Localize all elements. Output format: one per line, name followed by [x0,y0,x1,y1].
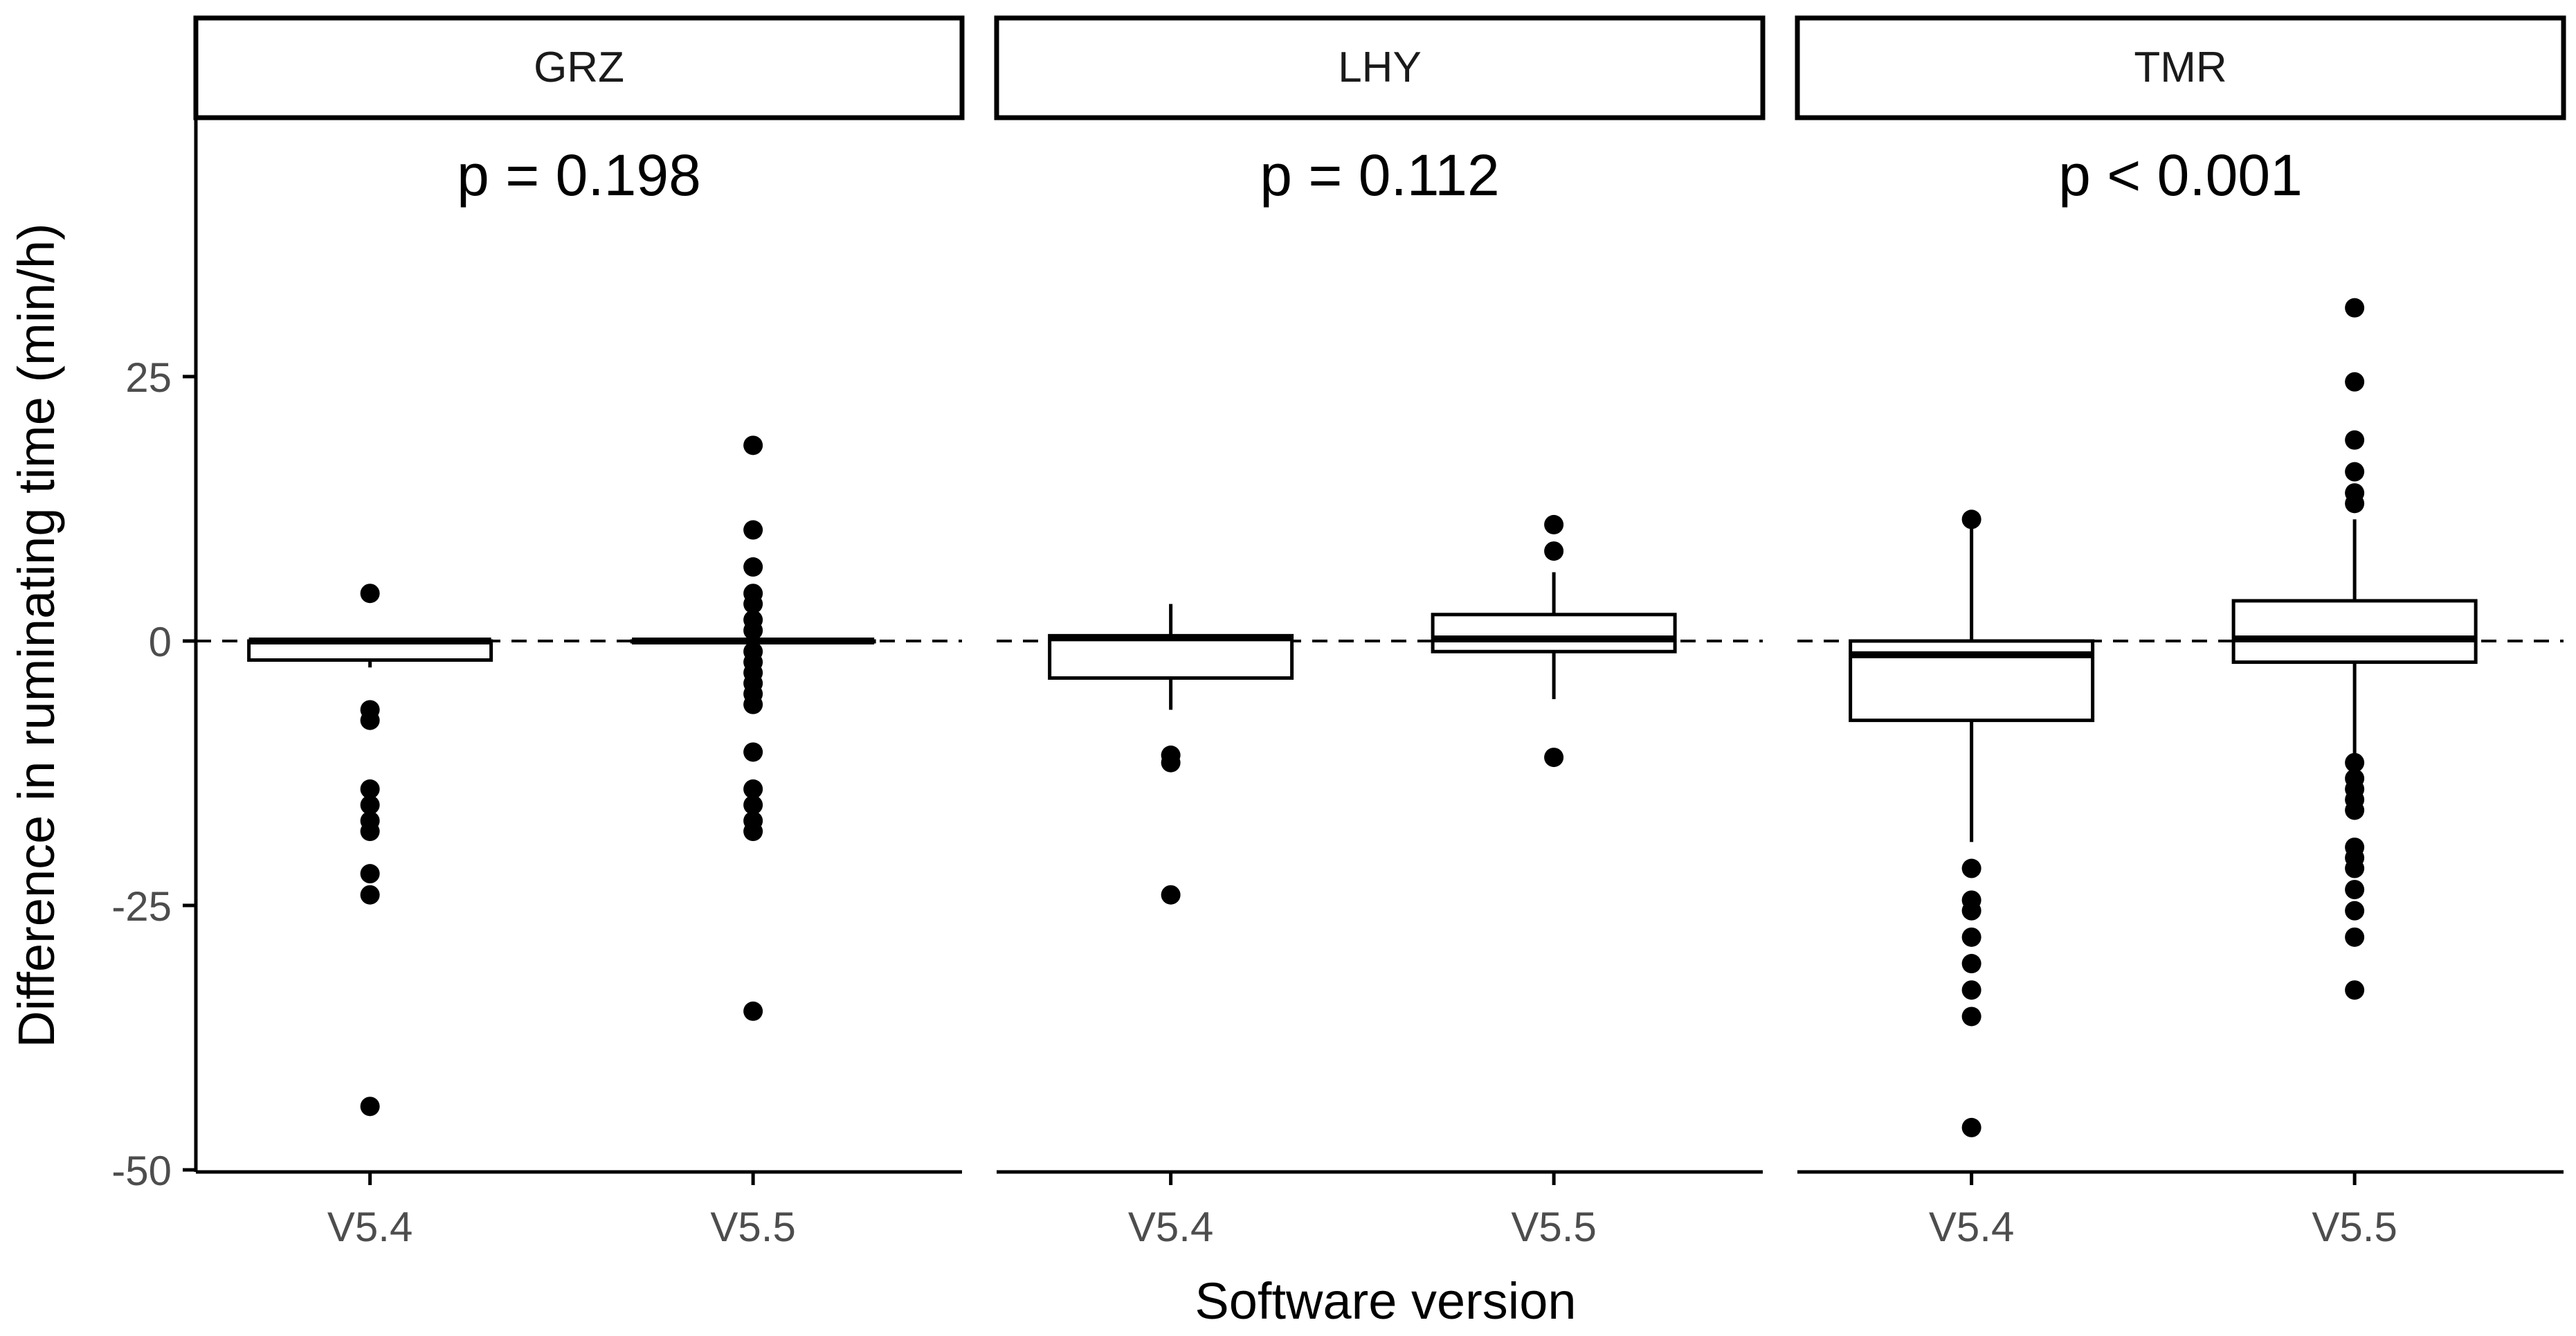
p-value-label: p < 0.001 [2058,143,2303,208]
outlier-point [2345,494,2365,514]
y-tick-label: 0 [149,619,172,665]
p-value-label: p = 0.198 [457,143,701,208]
iqr-box [2231,599,2478,665]
facet-strip [1795,15,2566,120]
outlier-point [2345,430,2365,450]
x-axis-title: Software version [1195,1272,1576,1330]
outlier-point [2345,752,2365,773]
y-tick-label: -50 [111,1148,172,1194]
outlier-point [2345,858,2365,878]
outlier-point [743,557,763,577]
outlier-point [1544,541,1564,561]
outlier-point [743,742,763,762]
outlier-point [1961,927,1981,947]
panel-tmr: TMR p < 0.001 V5.4 V5.5 [1795,15,2566,1250]
facet-label: GRZ [534,44,624,91]
outlier-point [743,620,763,640]
outlier-point [1961,954,1981,974]
outlier-point [360,710,380,730]
outlier-point [2345,927,2365,947]
panel-lhy: LHY p = 0.112 V5.4 V5.5 [994,15,1766,1250]
outlier-point [360,864,380,884]
outlier-point [1961,980,1981,1000]
outlier-point [2345,880,2365,900]
outlier-point [2345,372,2365,392]
x-tick-label: V5.5 [1511,1204,1596,1250]
outlier-point [2345,462,2365,482]
outlier-point [1544,514,1564,534]
x-tick-label: V5.4 [1929,1204,2014,1250]
outlier-point [360,885,380,905]
outlier-point [2345,901,2365,921]
outlier-point [1161,885,1181,905]
outlier-point [1961,1006,1981,1027]
outlier-point [1961,858,1981,878]
panel-grz: GRZ p = 0.198 V5.4 V5.5 [193,15,965,1250]
facet-label: LHY [1338,44,1422,91]
iqr-box [1431,613,1677,653]
outlier-point [360,822,380,842]
outlier-point [360,779,380,799]
outlier-point [743,694,763,714]
outlier-point [2345,980,2365,1000]
outlier-point [743,594,763,614]
outlier-point [2345,800,2365,820]
outlier-point [360,1096,380,1117]
facet-label: TMR [2134,44,2226,91]
outlier-point [743,520,763,540]
outlier-point [743,822,763,842]
outlier-point [743,779,763,799]
outlier-point [360,795,380,815]
outlier-point [360,584,380,604]
outlier-point [1544,748,1564,768]
x-tick-label: V5.5 [2312,1204,2397,1250]
outlier-point [743,1001,763,1021]
outlier-point [1961,901,1981,921]
outlier-point [1961,1117,1981,1137]
x-tick-label: V5.5 [710,1204,795,1250]
facet-strip [193,15,965,120]
outlier-point [2345,298,2365,318]
facet-strip [994,15,1766,120]
outlier-point [743,795,763,815]
x-tick-label: V5.4 [1128,1204,1213,1250]
iqr-box [1048,633,1294,680]
y-tick-label: -25 [111,883,172,930]
outlier-point [1161,752,1181,773]
y-tick-label: 25 [125,354,172,401]
x-tick-label: V5.4 [327,1204,412,1250]
p-value-label: p = 0.112 [1260,143,1499,208]
outlier-point [743,435,763,455]
y-axis-title: Difference in ruminating time (min/h) [8,223,65,1047]
outlier-point [1961,509,1981,530]
